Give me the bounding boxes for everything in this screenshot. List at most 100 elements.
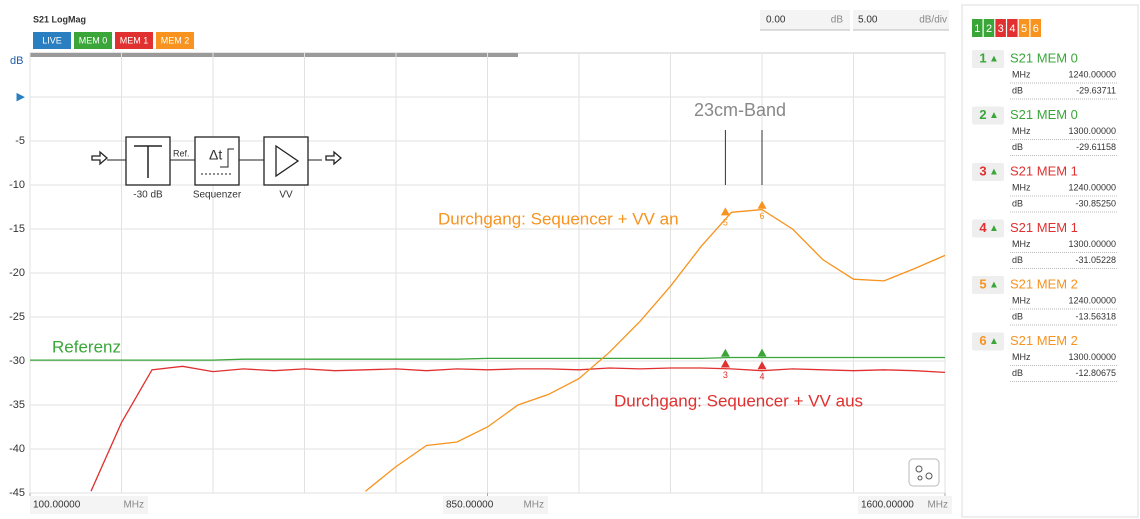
trace-title: S21 LogMag (33, 14, 86, 24)
marker-id: 3 (979, 163, 986, 178)
marker-toggle-label: 3 (998, 23, 1004, 35)
marker-unit: dB (1012, 85, 1023, 95)
marker-symbol: ▲ (989, 54, 999, 65)
trace-line (30, 356, 945, 361)
y-tick-label: -20 (9, 267, 25, 279)
marker-unit: dB (1012, 198, 1023, 208)
mode-button-label: MEM 1 (120, 35, 149, 45)
x-unit: MHz (523, 500, 544, 511)
marker-unit: dB (1012, 255, 1023, 265)
marker-toggle[interactable] (972, 19, 983, 37)
marker-label: 3 (723, 370, 728, 380)
marker-unit: MHz (1012, 69, 1031, 79)
marker-badge[interactable] (972, 219, 1004, 238)
marker-toggle-label: 2 (986, 23, 992, 35)
marker (757, 361, 767, 370)
tool-button[interactable] (908, 458, 940, 487)
marker-symbol: ▲ (989, 336, 999, 347)
marker-symbol: ▲ (989, 223, 999, 234)
y-tick-label: -5 (15, 135, 25, 147)
marker (720, 359, 730, 368)
marker-label: 5 (723, 218, 728, 228)
marker-unit: dB (1012, 142, 1023, 152)
diagram-label: Δt (209, 147, 222, 163)
marker-toggle[interactable] (995, 19, 1006, 37)
marker-trace: S21 MEM 2 (1010, 333, 1078, 348)
marker-trace: S21 MEM 0 (1010, 107, 1078, 122)
diagram-label: Ref. (173, 148, 190, 158)
marker (757, 348, 767, 357)
marker-symbol: ▲ (989, 110, 999, 121)
marker-unit: MHz (1012, 352, 1031, 362)
marker-toggle[interactable] (1007, 19, 1018, 37)
mode-button[interactable] (156, 32, 194, 49)
annotation: Referenz (52, 337, 121, 356)
marker-db: -29.61158 (1076, 142, 1116, 152)
marker-mhz: 1240.00000 (1068, 182, 1116, 192)
y-tick-label: -15 (9, 223, 25, 235)
marker-label: 4 (759, 372, 764, 382)
scale-unit: dB/div (919, 15, 947, 26)
marker-unit: MHz (1012, 239, 1031, 249)
x-unit: MHz (927, 500, 948, 511)
marker-id: 2 (979, 107, 986, 122)
x-field[interactable] (30, 496, 148, 514)
marker-db: -13.56318 (1075, 311, 1116, 321)
y-tick-label: -25 (9, 311, 25, 323)
marker-mhz: 1300.00000 (1068, 239, 1116, 249)
marker-badge[interactable] (972, 332, 1004, 351)
trace-line (90, 365, 945, 492)
ref-value: 0.00 (766, 15, 786, 26)
diagram-label: -30 dB (133, 190, 163, 201)
marker-toggle[interactable] (983, 19, 995, 37)
marker-id: 4 (979, 220, 987, 235)
marker-toggle[interactable] (1030, 19, 1042, 37)
marker-toggle[interactable] (1018, 19, 1030, 37)
x-field[interactable] (443, 496, 548, 514)
marker-badge[interactable] (972, 106, 1004, 125)
mode-button[interactable] (74, 32, 112, 49)
trace-line (365, 208, 945, 492)
ref-unit: dB (831, 15, 844, 26)
annotation: 23cm-Band (694, 100, 786, 120)
marker-db: -29.63711 (1076, 85, 1116, 95)
ref-field[interactable] (760, 10, 850, 30)
marker-trace: S21 MEM 1 (1010, 220, 1078, 235)
annotation: Durchgang: Sequencer + VV aus (614, 391, 863, 410)
marker-toggle-label: 1 (974, 23, 980, 35)
marker (720, 207, 730, 216)
marker-toggle-label: 4 (1009, 23, 1015, 35)
marker-symbol: ▲ (989, 167, 999, 178)
marker-mhz: 1300.00000 (1068, 126, 1116, 136)
marker-db: -30.85250 (1075, 198, 1116, 208)
marker-unit: dB (1012, 311, 1023, 321)
marker-label: 6 (759, 211, 764, 221)
marker-toggle-label: 6 (1033, 23, 1039, 35)
mode-button-label: LIVE (42, 35, 62, 45)
y-tick-label: ▶ (17, 91, 26, 103)
marker-trace: S21 MEM 2 (1010, 276, 1078, 291)
marker-unit: MHz (1012, 295, 1031, 305)
y-tick-label: -45 (9, 487, 25, 499)
y-tick-label: -30 (9, 355, 25, 367)
marker-db: -31.05228 (1075, 255, 1116, 265)
marker-symbol: ▲ (989, 280, 999, 291)
marker-unit: MHz (1012, 182, 1031, 192)
x-tick-label: 1600.00000 (861, 500, 914, 511)
marker-mhz: 1240.00000 (1068, 69, 1116, 79)
marker-id: 1 (979, 50, 986, 65)
scrollbar[interactable] (30, 53, 518, 57)
scale-field[interactable] (853, 10, 949, 30)
marker-badge[interactable] (972, 276, 1004, 294)
y-unit: dB (10, 55, 23, 67)
marker-badge[interactable] (972, 163, 1004, 181)
y-tick-label: -35 (9, 399, 25, 411)
scale-value: 5.00 (858, 15, 878, 26)
x-field[interactable] (858, 496, 952, 514)
marker-unit: dB (1012, 368, 1023, 378)
mode-button[interactable] (33, 32, 71, 49)
marker-badge[interactable] (972, 50, 1004, 68)
mode-button[interactable] (115, 32, 153, 49)
annotation: Durchgang: Sequencer + VV an (438, 209, 679, 228)
